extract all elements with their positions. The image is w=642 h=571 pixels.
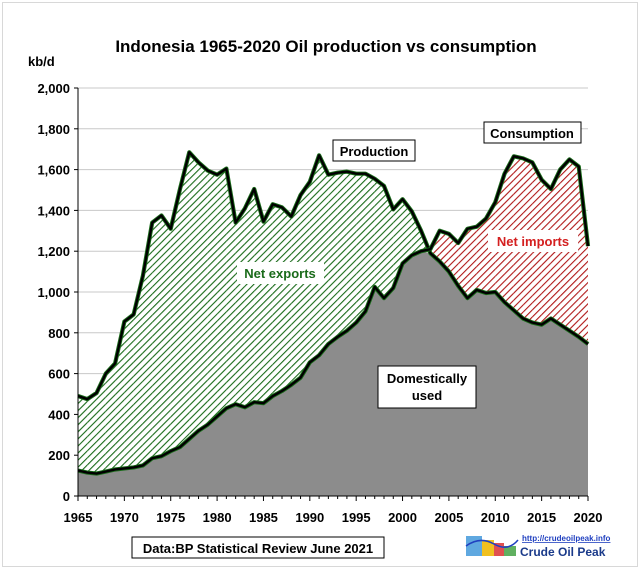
- axes: [74, 87, 589, 501]
- area-net-exports: [96, 373, 106, 474]
- area-net-exports: [198, 162, 208, 431]
- crude-oil-peak-logo: http://crudeoilpeak.info Crude Oil Peak: [465, 534, 611, 559]
- y-tick-label: 1,200: [37, 244, 70, 259]
- x-tick-label: 1980: [203, 510, 232, 525]
- area-net-exports: [124, 314, 134, 469]
- y-tick-label: 2,000: [37, 81, 70, 96]
- area-net-imports: [458, 228, 468, 299]
- annotation-production: Production: [332, 139, 416, 162]
- area-net-exports: [207, 170, 218, 425]
- logo-name: Crude Oil Peak: [520, 545, 606, 559]
- area-net-exports: [263, 204, 273, 404]
- x-tick-labels: 1965 1970 1975 1980 1985 1990 1995 2000 2005 2010…: [64, 510, 603, 525]
- area-net-exports: [170, 188, 180, 452]
- annotation-net-imports: Net imports: [488, 230, 578, 252]
- svg-text:Consumption: Consumption: [490, 126, 574, 141]
- svg-text:Net exports: Net exports: [244, 266, 316, 281]
- x-tick-label: 2005: [434, 510, 463, 525]
- chart-title: Indonesia 1965-2020 Oil production vs co…: [115, 37, 536, 56]
- area-net-exports: [365, 173, 375, 312]
- area-net-imports: [578, 166, 588, 345]
- x-tick-label: 1995: [342, 510, 371, 525]
- area-net-exports: [356, 173, 366, 323]
- area-domestically-used: [78, 251, 588, 496]
- area-net-exports: [411, 211, 422, 256]
- area-net-imports: [476, 218, 486, 294]
- area-net-exports: [133, 275, 143, 468]
- y-tick-label: 200: [48, 448, 70, 463]
- x-tick-label: 2000: [388, 510, 417, 525]
- svg-text:Data:BP Statistical Review Jun: Data:BP Statistical Review June 2021: [143, 541, 373, 556]
- area-net-exports: [328, 172, 338, 345]
- source-note: Data:BP Statistical Review June 2021: [131, 536, 385, 559]
- area-net-exports: [309, 155, 320, 363]
- x-tick-label: 1990: [295, 510, 324, 525]
- x-tick-label: 2020: [574, 510, 603, 525]
- area-net-exports: [254, 188, 264, 404]
- y-tick-label: 400: [48, 407, 70, 422]
- area-net-exports: [402, 199, 412, 264]
- x-tick-label: 2010: [481, 510, 510, 525]
- area-net-exports: [337, 171, 347, 337]
- area-net-exports: [161, 215, 171, 457]
- area-net-exports: [384, 185, 394, 299]
- y-tick-label: 0: [63, 489, 70, 504]
- area-net-imports: [541, 179, 551, 325]
- svg-text:Production: Production: [340, 144, 409, 159]
- y-tick-label: 800: [48, 326, 70, 341]
- area-net-exports: [87, 392, 97, 474]
- area-net-exports: [235, 208, 245, 408]
- area-net-imports: [467, 226, 477, 299]
- x-tick-label: 1985: [249, 510, 278, 525]
- annotation-domestically-used: Domestically used: [377, 365, 477, 409]
- x-tick-label: 1970: [110, 510, 139, 525]
- area-net-exports: [78, 396, 88, 473]
- area-net-exports: [244, 188, 255, 408]
- area-net-exports: [152, 215, 162, 459]
- area-net-exports: [189, 152, 199, 439]
- series-line-consumption: [77, 155, 590, 475]
- x-tick-label: 1975: [156, 510, 185, 525]
- annotation-net-exports: Net exports: [237, 262, 324, 284]
- y-axis-unit: kb/d: [28, 54, 55, 69]
- svg-text:Net imports: Net imports: [497, 234, 569, 249]
- x-tick-label: 2015: [527, 510, 556, 525]
- annotation-consumption: Consumption: [483, 121, 582, 144]
- area-net-exports: [272, 204, 282, 397]
- area-net-exports: [105, 363, 116, 472]
- area-fills: [78, 152, 588, 496]
- series-lines: [77, 150, 591, 476]
- series-line-production: [77, 151, 589, 401]
- y-tick-label: 600: [48, 367, 70, 382]
- y-tick-label: 1,600: [37, 163, 70, 178]
- y-tick-label: 1,800: [37, 122, 70, 137]
- y-tick-labels: 0 200 400 600 800 1,000 1,200 1,400 1,600 1,800 2,…: [37, 81, 70, 504]
- logo-url: http://crudeoilpeak.info: [522, 534, 611, 543]
- area-net-exports: [180, 152, 190, 448]
- y-tick-label: 1,000: [37, 285, 70, 300]
- area-net-exports: [142, 222, 153, 466]
- area-net-exports: [226, 168, 236, 409]
- area-net-exports: [319, 155, 329, 356]
- area-net-exports: [217, 168, 227, 417]
- y-tick-label: 1,400: [37, 203, 70, 218]
- area-net-exports: [346, 171, 357, 331]
- area-net-exports: [282, 207, 292, 391]
- area-net-exports: [374, 178, 384, 299]
- x-tick-label: 1965: [64, 510, 93, 525]
- area-net-exports: [291, 195, 301, 385]
